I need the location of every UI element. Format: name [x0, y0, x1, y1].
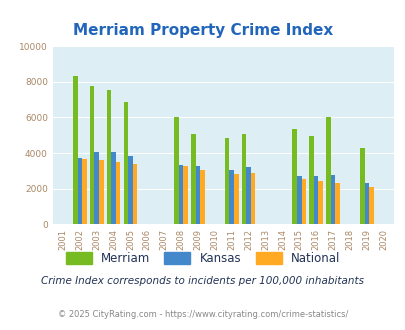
Bar — [178, 165, 183, 224]
Bar — [73, 77, 77, 224]
Bar — [318, 181, 322, 224]
Bar — [123, 102, 128, 224]
Bar — [77, 158, 82, 224]
Bar — [313, 176, 318, 224]
Bar — [115, 162, 120, 224]
Bar — [111, 152, 115, 224]
Bar — [241, 134, 246, 224]
Text: Crime Index corresponds to incidents per 100,000 inhabitants: Crime Index corresponds to incidents per… — [41, 276, 364, 286]
Bar — [128, 156, 132, 224]
Bar — [335, 182, 339, 224]
Bar — [368, 187, 373, 224]
Bar — [99, 160, 103, 224]
Bar — [90, 86, 94, 224]
Bar — [183, 166, 188, 224]
Bar — [195, 166, 200, 224]
Bar — [246, 167, 250, 224]
Bar — [107, 90, 111, 224]
Bar — [224, 138, 229, 224]
Legend: Merriam, Kansas, National: Merriam, Kansas, National — [61, 247, 344, 269]
Bar — [250, 173, 255, 224]
Text: © 2025 CityRating.com - https://www.cityrating.com/crime-statistics/: © 2025 CityRating.com - https://www.city… — [58, 310, 347, 319]
Bar — [330, 175, 335, 224]
Bar — [309, 136, 313, 224]
Bar — [325, 117, 330, 224]
Bar — [200, 170, 204, 224]
Bar — [296, 176, 301, 224]
Bar — [359, 148, 364, 224]
Bar — [229, 170, 233, 224]
Text: Merriam Property Crime Index: Merriam Property Crime Index — [72, 23, 333, 38]
Bar — [292, 129, 296, 224]
Bar — [233, 174, 238, 224]
Bar — [364, 183, 368, 224]
Bar — [174, 116, 178, 224]
Bar — [132, 164, 137, 224]
Bar — [301, 179, 305, 224]
Bar — [94, 152, 99, 224]
Bar — [191, 134, 195, 224]
Bar — [82, 159, 86, 224]
